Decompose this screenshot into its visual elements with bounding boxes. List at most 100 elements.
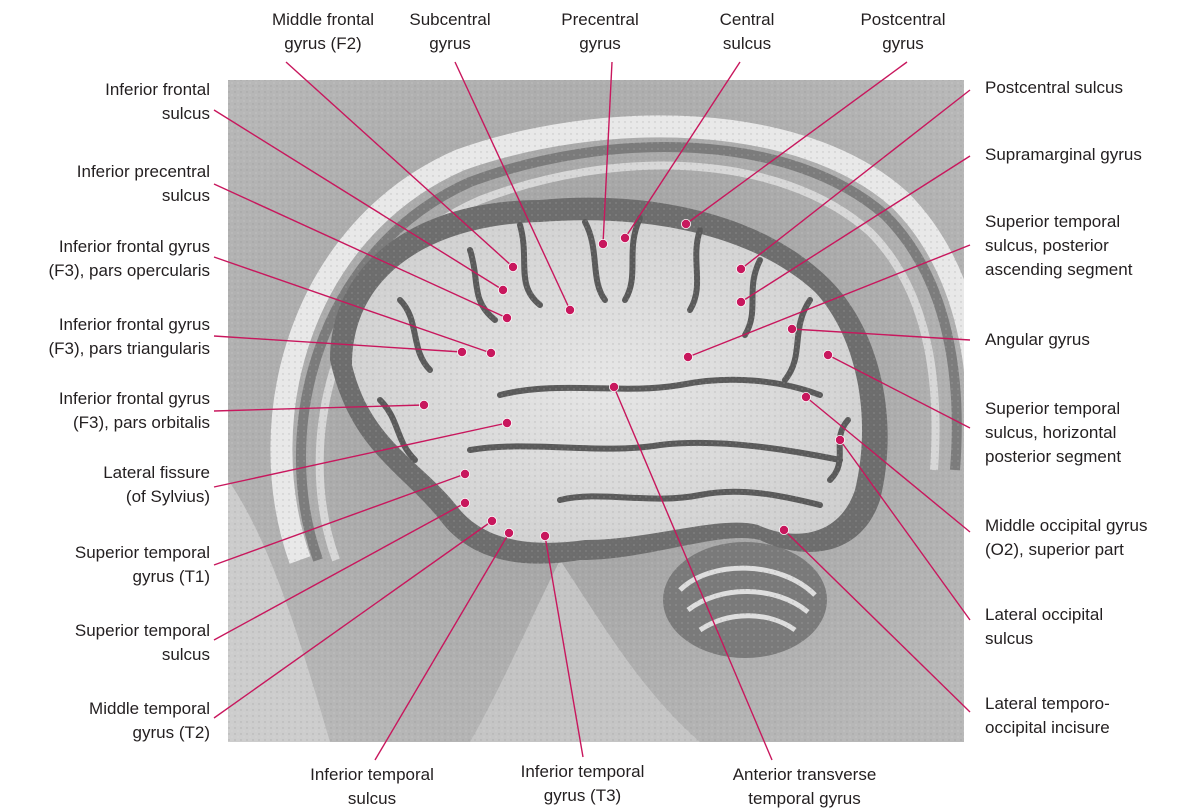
label-line: gyrus	[882, 34, 924, 53]
label-inferior-temporal-sulcus: Inferior temporal sulcus	[292, 763, 452, 811]
marker-dot-supramarginal-gyrus	[736, 296, 747, 307]
label-line: Inferior frontal gyrus	[58, 389, 210, 408]
label-line: Superior temporal	[985, 212, 1121, 231]
label-angular-gyrus: Angular gyrus	[985, 328, 1175, 352]
label-line: sulcus	[722, 34, 772, 53]
label-line: sulcus	[347, 789, 397, 808]
leader-line-lateral-fissure	[213, 422, 508, 488]
label-line: Central	[719, 10, 775, 29]
marker-dot-central-sulcus	[620, 232, 631, 243]
leader-line-anterior-transverse-temporal-gyrus	[613, 386, 773, 761]
label-precentral-gyrus: Precentral gyrus	[545, 8, 655, 56]
label-line: sulcus, horizontal	[985, 423, 1117, 442]
marker-dot-inferior-temporal-gyrus	[540, 531, 551, 542]
leader-line-ifg-pars-orbitalis	[213, 404, 425, 412]
marker-dot-inferior-temporal-sulcus	[503, 528, 514, 539]
label-line: Angular gyrus	[985, 330, 1090, 349]
label-subcentral-gyrus: Subcentral gyrus	[390, 8, 510, 56]
label-sts-horizontal-posterior: Superior temporal sulcus, horizontal poste…	[985, 397, 1185, 469]
label-line: occipital incisure	[985, 718, 1110, 737]
leader-line-inferior-precentral-sulcus	[213, 183, 508, 319]
leader-line-ifg-pars-opercularis	[213, 256, 492, 354]
leader-line-middle-occipital-gyrus	[805, 396, 971, 533]
label-line: Inferior temporal	[520, 762, 645, 781]
marker-dot-postcentral-gyrus	[681, 218, 692, 229]
marker-dot-middle-frontal-gyrus	[507, 261, 518, 272]
marker-dot-middle-temporal-gyrus	[486, 516, 497, 527]
marker-dot-superior-temporal-gyrus	[459, 468, 470, 479]
label-ifg-pars-orbitalis: Inferior frontal gyrus (F3), pars orbital…	[10, 387, 210, 435]
label-superior-temporal-sulcus: Superior temporal sulcus	[20, 619, 210, 667]
marker-dot-superior-temporal-sulcus	[459, 497, 470, 508]
label-line: Supramarginal gyrus	[985, 145, 1142, 164]
label-sts-posterior-ascending: Superior temporal sulcus, posterior ascend…	[985, 210, 1185, 282]
label-inferior-precentral-sulcus: Inferior precentral sulcus	[20, 160, 210, 208]
label-line: Precentral	[561, 10, 639, 29]
label-postcentral-sulcus: Postcentral sulcus	[985, 76, 1175, 100]
label-line: Subcentral	[409, 10, 491, 29]
marker-dot-ifg-pars-orbitalis	[418, 399, 429, 410]
label-line: gyrus (T3)	[543, 786, 622, 805]
marker-dot-middle-occipital-gyrus	[801, 391, 812, 402]
label-line: (F3), pars orbitalis	[73, 413, 210, 432]
leader-line-inferior-temporal-sulcus	[374, 532, 510, 761]
label-line: Lateral occipital	[985, 605, 1104, 624]
leader-line-supramarginal-gyrus	[740, 155, 971, 303]
leader-line-precentral-gyrus	[602, 61, 613, 245]
leader-line-sts-horizontal-posterior	[827, 354, 971, 429]
label-line: Inferior frontal gyrus	[58, 315, 210, 334]
label-line: gyrus	[579, 34, 621, 53]
label-anterior-transverse-temporal-gyrus: Anterior transverse temporal gyrus	[712, 763, 897, 811]
label-line: temporal gyrus	[748, 789, 861, 808]
label-line: Lateral fissure	[103, 463, 210, 482]
label-line: Inferior frontal	[105, 80, 210, 99]
label-lateral-occipital-sulcus: Lateral occipital sulcus	[985, 603, 1175, 651]
label-middle-frontal-gyrus: Middle frontal gyrus (F2)	[258, 8, 388, 56]
label-middle-occipital-gyrus: Middle occipital gyrus (O2), superior par…	[985, 514, 1185, 562]
leader-line-postcentral-sulcus	[740, 89, 971, 270]
leader-line-middle-frontal-gyrus	[285, 61, 514, 268]
label-line: gyrus (T1)	[132, 567, 210, 586]
marker-dot-postcentral-sulcus	[736, 263, 747, 274]
label-line: ascending segment	[985, 260, 1133, 279]
leader-line-postcentral-gyrus	[685, 61, 908, 225]
label-line: Postcentral	[860, 10, 946, 29]
label-lateral-fissure: Lateral fissure (of Sylvius)	[20, 461, 210, 509]
leader-line-inferior-temporal-gyrus	[544, 535, 584, 758]
label-line: (of Sylvius)	[125, 487, 210, 506]
leader-line-middle-temporal-gyrus	[213, 520, 493, 719]
label-line: Middle occipital gyrus	[985, 516, 1148, 535]
label-line: (O2), superior part	[985, 540, 1124, 559]
label-line: Superior temporal	[74, 543, 210, 562]
label-inferior-frontal-sulcus: Inferior frontal sulcus	[20, 78, 210, 126]
mri-scan-image	[228, 80, 964, 742]
marker-dot-sts-posterior-ascending	[683, 351, 694, 362]
label-line: sulcus, posterior	[985, 236, 1109, 255]
leader-line-sts-posterior-ascending	[687, 244, 971, 358]
leader-line-central-sulcus	[624, 61, 741, 239]
marker-dot-angular-gyrus	[787, 323, 798, 334]
marker-dot-lateral-occipital-sulcus	[835, 434, 846, 445]
label-line: Postcentral sulcus	[985, 78, 1123, 97]
label-supramarginal-gyrus: Supramarginal gyrus	[985, 143, 1175, 167]
label-postcentral-gyrus: Postcentral gyrus	[838, 8, 968, 56]
label-line: posterior segment	[985, 447, 1122, 466]
label-line: Anterior transverse	[732, 765, 877, 784]
marker-dots	[418, 218, 846, 542]
label-lateral-temporo-occipital-incisure: Lateral temporo-occipital incisure	[985, 692, 1175, 740]
label-superior-temporal-gyrus: Superior temporal gyrus (T1)	[20, 541, 210, 589]
leader-line-ifg-pars-triangularis	[213, 335, 463, 353]
label-inferior-temporal-gyrus: Inferior temporal gyrus (T3)	[500, 760, 665, 808]
leader-line-superior-temporal-gyrus	[213, 473, 466, 566]
marker-dot-inferior-frontal-sulcus	[497, 284, 508, 295]
leader-line-inferior-frontal-sulcus	[213, 109, 504, 291]
label-line: Middle temporal	[89, 699, 210, 718]
label-line: (F3), pars triangularis	[48, 339, 210, 358]
label-line: sulcus	[985, 629, 1034, 648]
leader-line-superior-temporal-sulcus	[213, 502, 466, 641]
label-line: Middle frontal	[271, 10, 375, 29]
marker-dot-lateral-fissure	[501, 417, 512, 428]
marker-dot-anterior-transverse-temporal-gyrus	[609, 381, 620, 392]
label-line: sulcus	[161, 186, 210, 205]
